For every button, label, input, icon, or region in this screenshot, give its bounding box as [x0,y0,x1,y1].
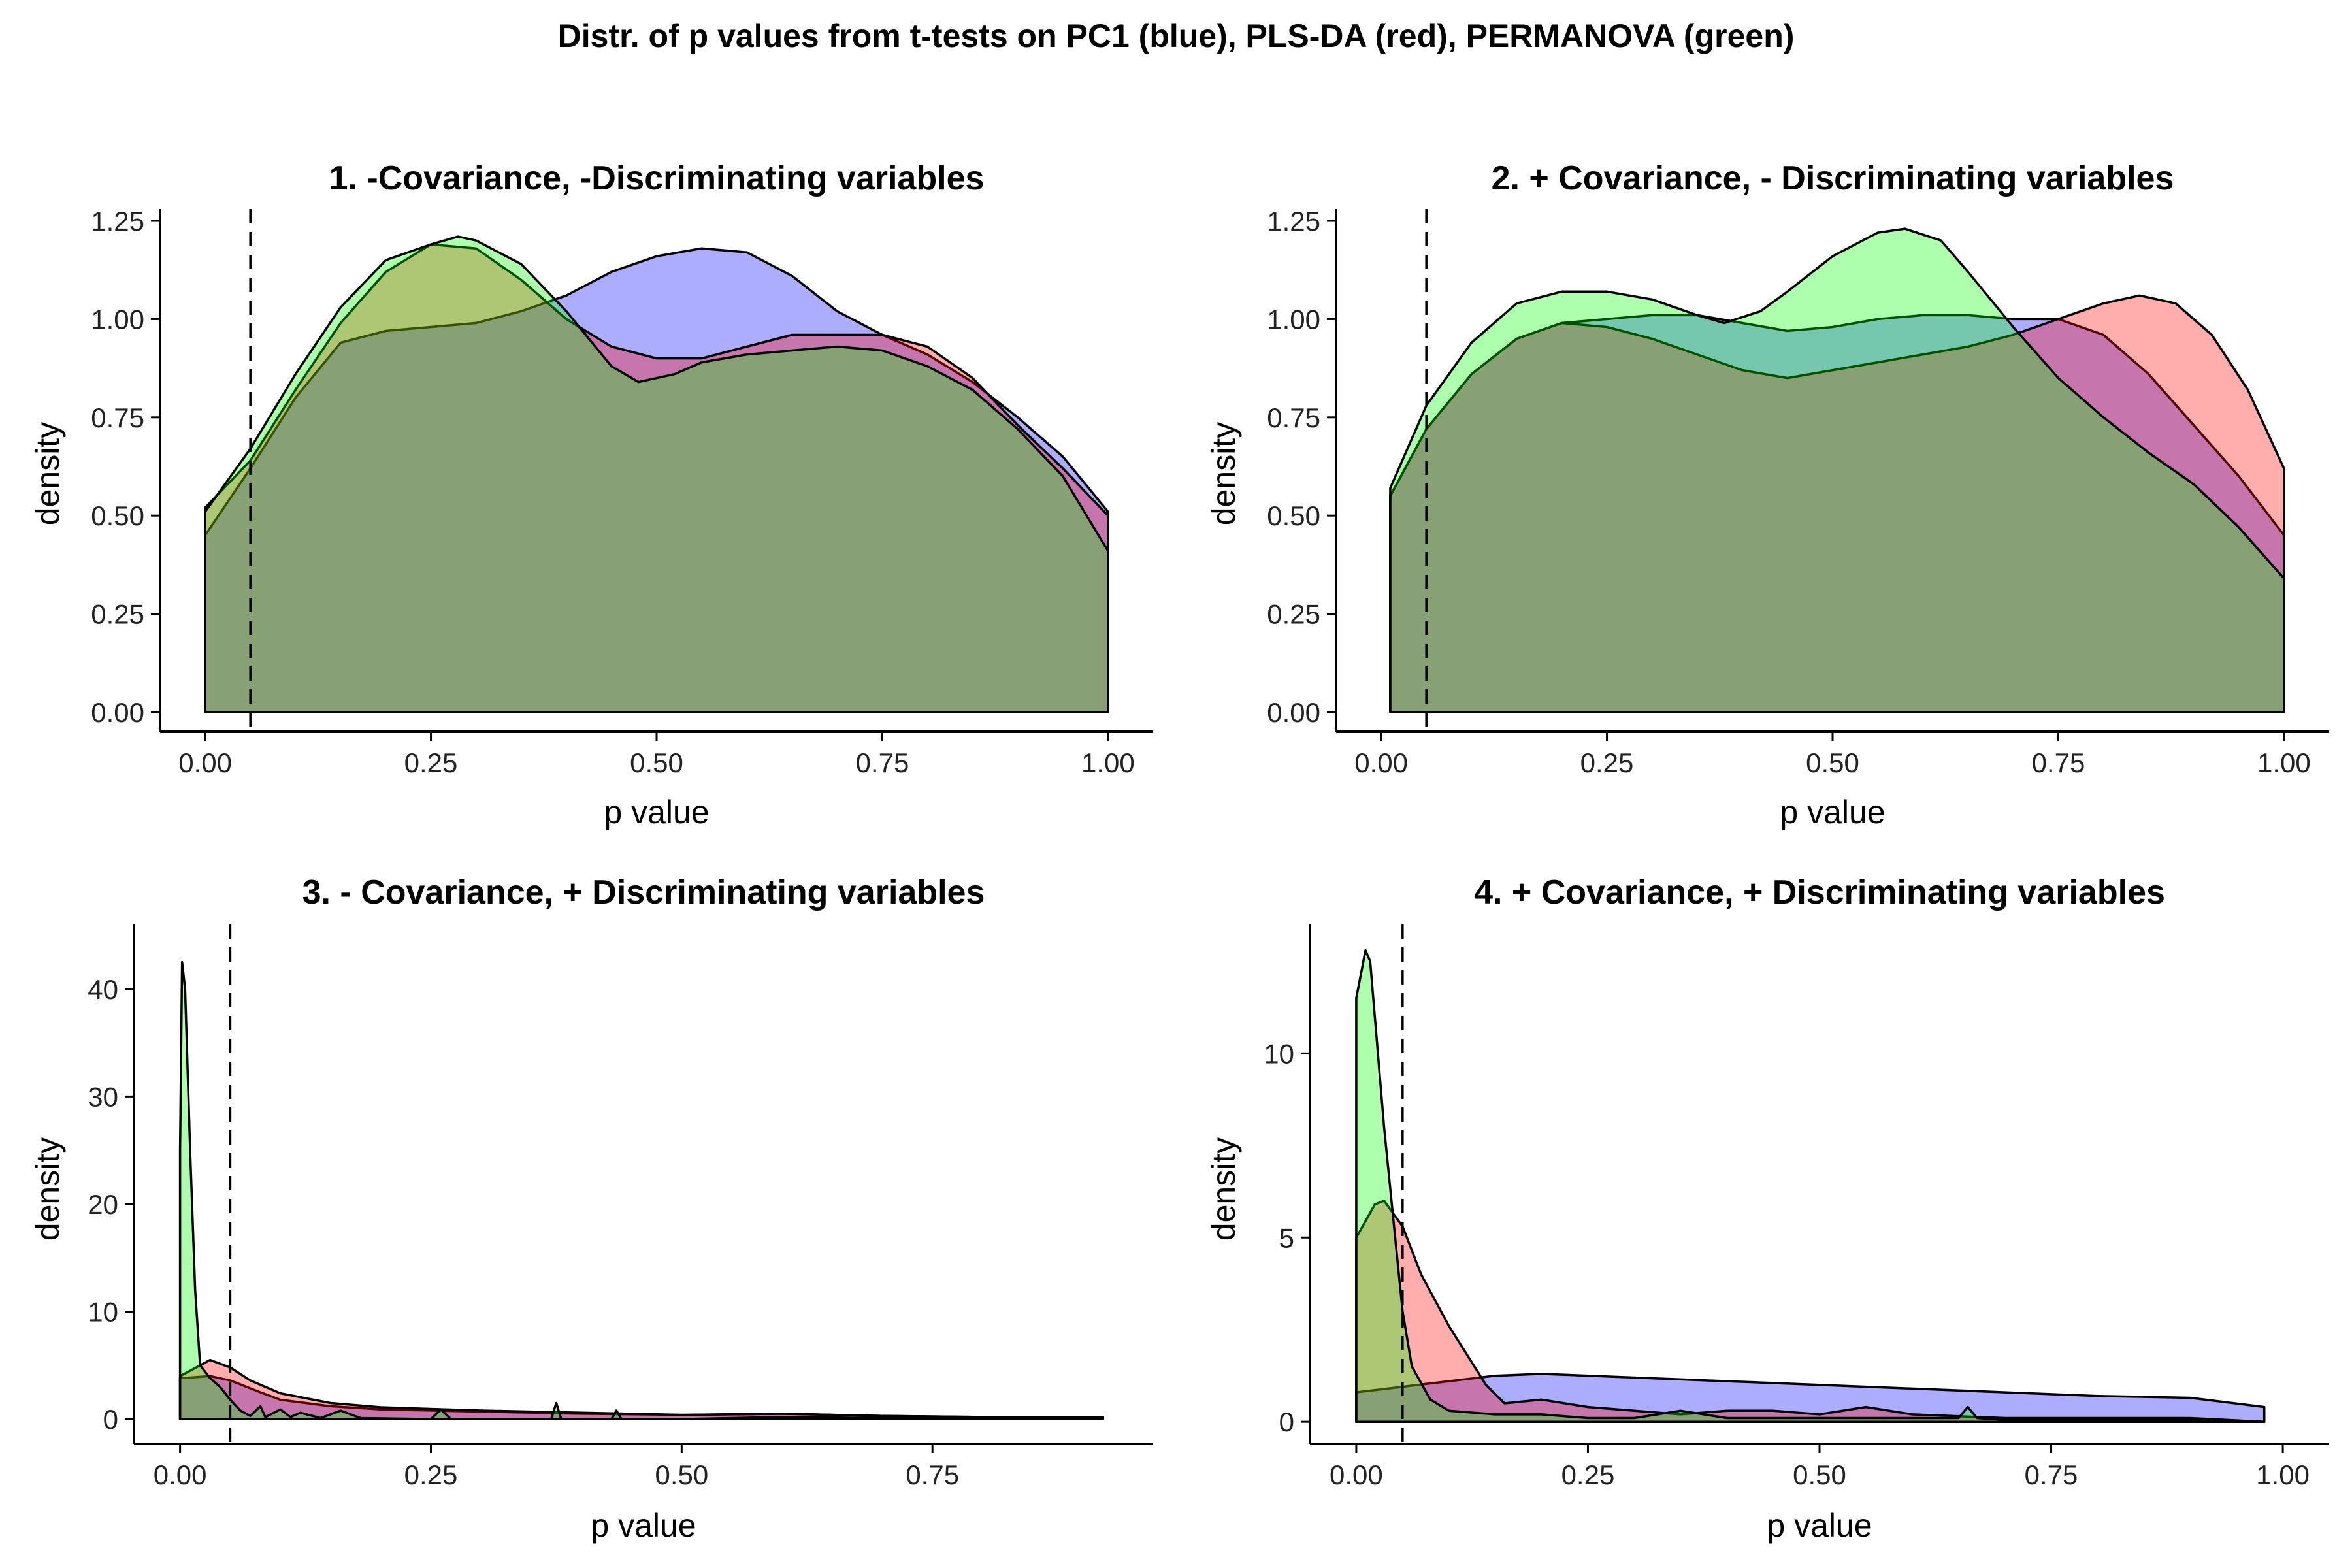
panel-2-ylabel: density [1205,422,1242,525]
panel-4-density-permanova [1355,949,2266,1423]
panel-1-density-pls-da [204,243,1109,713]
panel-4: 4. + Covariance, + Discriminating variab… [1205,874,2329,1544]
panel-4-x-tick-label: 0.25 [1561,1460,1615,1490]
panel-4-xlabel: p value [1767,1507,1872,1544]
panel-4-title: 4. + Covariance, + Discriminating variab… [1474,874,2165,911]
panel-3: 3. - Covariance, + Discriminating variab… [29,874,1153,1544]
panel-3-ylabel: density [29,1137,66,1241]
panel-2-x-tick-label: 0.50 [1806,747,1859,778]
panel-1-y-tick-label: 0.25 [91,599,144,630]
panel-1-x-tick-label: 0.75 [856,747,909,778]
panel-3-y-tick-label: 0 [103,1404,118,1435]
panel-3-density-pls-da [178,1358,1104,1420]
panel-4-x-tick-label: 0.75 [2025,1460,2078,1490]
panel-1-plot-area [204,235,1109,713]
panel-4-plot-area [1355,949,2266,1423]
figure-title: Distr. of p values from t-tests on PC1 (… [558,18,1795,54]
panel-3-xlabel: p value [591,1507,696,1544]
panel-1: 1. -Covariance, -Discriminating variable… [29,159,1153,830]
panel-4-ylabel: density [1205,1137,1242,1241]
panel-1-title: 1. -Covariance, -Discriminating variable… [329,159,985,197]
panel-3-title: 3. - Covariance, + Discriminating variab… [302,874,985,911]
panel-1-y-tick-label: 1.25 [91,206,144,237]
panel-3-density-permanova [178,960,1104,1420]
panel-4-density-pc1 [1355,1373,2266,1423]
panel-3-y-tick-label: 20 [88,1189,118,1220]
panel-2-y-tick-label: 0.75 [1267,402,1320,433]
panel-1-x-tick-label: 0.25 [404,747,458,778]
panel-2: 2. + Covariance, - Discriminating variab… [1205,159,2329,830]
panel-2-y-tick-label: 1.00 [1267,304,1320,335]
panel-1-y-tick-label: 0.50 [91,500,144,531]
panel-3-x-tick-label: 0.50 [655,1460,708,1490]
panel-1-x-tick-label: 1.00 [1081,747,1135,778]
panel-3-x-tick-label: 0.25 [404,1460,458,1490]
panel-4-y-tick-label: 0 [1279,1407,1294,1437]
panel-2-title: 2. + Covariance, - Discriminating variab… [1492,159,2174,197]
panel-1-density-pc1 [204,247,1109,713]
panel-2-density-permanova [1389,227,2285,713]
panel-3-y-tick-label: 40 [88,974,118,1005]
panel-2-y-tick-label: 1.25 [1267,206,1320,237]
panel-2-x-tick-label: 1.00 [2257,747,2311,778]
panel-1-x-tick-label: 0.50 [630,747,683,778]
panel-4-density-pls-da [1355,1200,2266,1423]
panel-3-y-tick-label: 30 [88,1081,118,1112]
panel-1-x-tick-label: 0.00 [178,747,232,778]
panel-2-y-tick-label: 0.00 [1267,697,1320,728]
panel-2-xlabel: p value [1780,794,1885,830]
panel-3-x-tick-label: 0.00 [154,1460,207,1490]
panel-2-y-tick-label: 0.25 [1267,599,1320,630]
panel-2-density-pls-da [1389,294,2285,713]
panel-1-density-permanova [204,235,1109,713]
panel-1-y-tick-label: 1.00 [91,304,144,335]
panel-4-y-tick-label: 10 [1264,1038,1294,1069]
panel-1-xlabel: p value [604,794,709,830]
panel-4-x-tick-label: 0.00 [1330,1460,1383,1490]
panel-1-ylabel: density [29,422,66,525]
panel-4-y-tick-label: 5 [1279,1222,1294,1253]
panel-2-x-tick-label: 0.00 [1354,747,1408,778]
panel-2-y-tick-label: 0.50 [1267,500,1320,531]
panel-2-x-tick-label: 0.25 [1580,747,1634,778]
panel-1-y-tick-label: 0.00 [91,697,144,728]
panel-3-y-tick-label: 10 [88,1297,118,1328]
panel-3-plot-area [178,960,1104,1420]
panel-3-x-tick-label: 0.75 [906,1460,959,1490]
panel-4-x-tick-label: 1.00 [2256,1460,2310,1490]
panel-2-plot-area [1389,227,2285,713]
panel-4-x-tick-label: 0.50 [1793,1460,1846,1490]
panel-2-x-tick-label: 0.75 [2032,747,2085,778]
panel-1-y-tick-label: 0.75 [91,402,144,433]
